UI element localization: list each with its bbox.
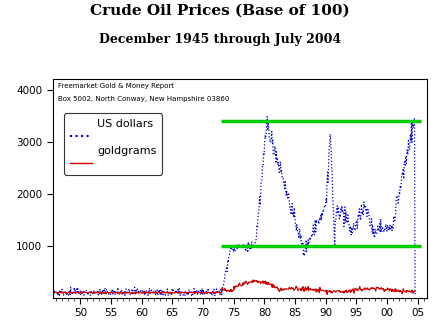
goldgrams	[125, 291, 131, 295]
Legend: US dollars, , goldgrams, : US dollars, , goldgrams,	[64, 114, 162, 174]
US dollars	[51, 293, 56, 297]
US dollars	[264, 115, 270, 118]
Text: December 1945 through July 2004: December 1945 through July 2004	[99, 33, 341, 46]
Text: Freemarket Gold & Money Report: Freemarket Gold & Money Report	[59, 83, 174, 89]
US dollars	[76, 292, 81, 296]
goldgrams	[47, 291, 52, 295]
goldgrams	[412, 289, 418, 293]
Text: Box 5002, North Conway, New Hampshire 03860: Box 5002, North Conway, New Hampshire 03…	[59, 96, 230, 102]
goldgrams	[324, 292, 330, 296]
goldgrams	[317, 291, 322, 295]
Line: US dollars: US dollars	[50, 117, 415, 295]
US dollars	[412, 293, 418, 297]
goldgrams	[87, 290, 92, 294]
goldgrams	[251, 278, 256, 282]
US dollars	[95, 288, 100, 292]
US dollars	[47, 291, 52, 295]
goldgrams	[76, 290, 81, 294]
US dollars	[171, 290, 176, 294]
goldgrams	[170, 291, 176, 295]
Line: goldgrams: goldgrams	[50, 280, 415, 294]
US dollars	[87, 290, 92, 294]
goldgrams	[95, 291, 100, 295]
US dollars	[126, 289, 131, 293]
Text: Crude Oil Prices (Base of 100): Crude Oil Prices (Base of 100)	[90, 3, 350, 17]
US dollars	[317, 215, 323, 219]
